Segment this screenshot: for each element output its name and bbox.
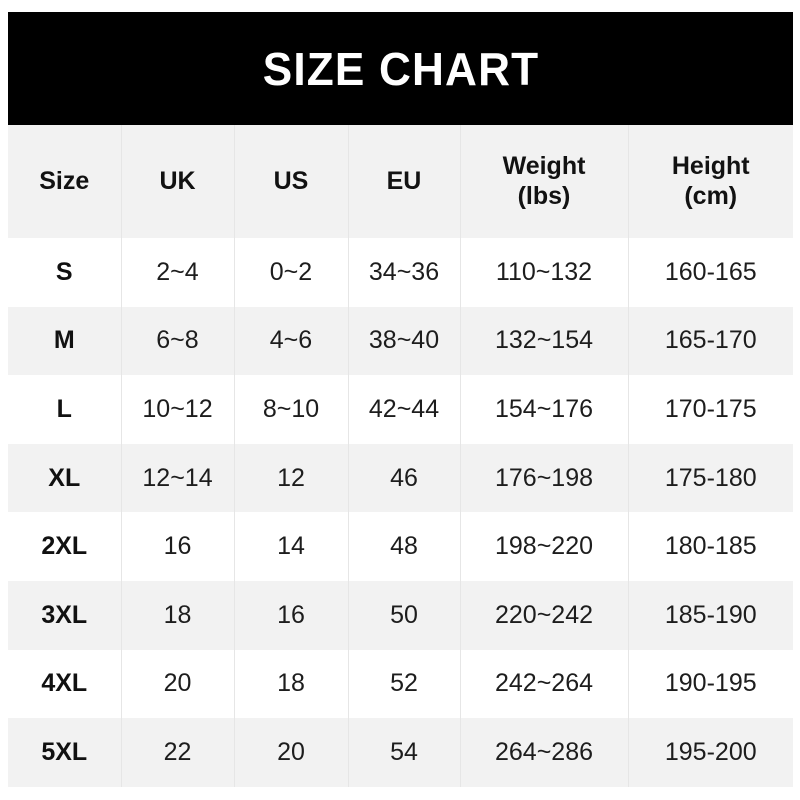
cell-height: 190-195 <box>664 669 757 698</box>
column-header-height-label: Height <box>671 152 750 180</box>
cell-height: 175-180 <box>664 463 757 492</box>
column-header-height: Height (cm) <box>628 125 793 238</box>
cell-uk: 12~14 <box>121 443 235 513</box>
cell-us: 16 <box>234 580 349 650</box>
table-row: S 2~4 0~2 34~36 110~132 160-165 <box>8 238 793 307</box>
cell-size: M <box>8 306 122 376</box>
cell-eu: 42~44 <box>348 375 461 444</box>
cell-size: S <box>8 238 122 307</box>
cell-weight: 110~132 <box>460 238 629 307</box>
table-body: S 2~4 0~2 34~36 110~132 160-165 M 6~8 4~… <box>8 238 793 787</box>
cell-us: 20 <box>234 718 349 787</box>
cell-uk: 16 <box>121 512 235 581</box>
cell-eu: 34~36 <box>348 238 461 307</box>
cell-weight: 132~154 <box>460 306 629 376</box>
cell-eu: 48 <box>348 512 461 581</box>
cell-us: 8~10 <box>234 375 349 444</box>
cell-height: 185-190 <box>664 600 757 629</box>
column-header-size-label: Size <box>39 166 90 195</box>
column-header-height-unit: (cm) <box>684 181 738 210</box>
cell-height: 195-200 <box>664 737 757 766</box>
cell-size: 2XL <box>8 512 122 581</box>
column-header-us-label: US <box>273 166 309 195</box>
size-chart-table: Size UK US EU Weight (lbs) Height (cm) <box>8 125 793 787</box>
cell-uk: 18 <box>121 580 235 650</box>
cell-uk: 2~4 <box>121 238 235 307</box>
cell-us: 4~6 <box>234 306 349 376</box>
table-row: L 10~12 8~10 42~44 154~176 170-175 <box>8 375 793 444</box>
cell-weight: 242~264 <box>460 649 629 719</box>
cell-height: 170-175 <box>664 394 757 423</box>
column-header-eu-label: EU <box>386 166 422 195</box>
column-header-uk: UK <box>121 125 235 238</box>
cell-size: XL <box>8 443 122 513</box>
cell-uk: 10~12 <box>121 375 235 444</box>
table-row: 4XL 20 18 52 242~264 190-195 <box>8 649 793 719</box>
column-header-weight-label: Weight <box>502 152 586 180</box>
cell-us: 18 <box>234 649 349 719</box>
cell-uk: 6~8 <box>121 306 235 376</box>
cell-height: 180-185 <box>664 532 757 561</box>
table-row: XL 12~14 12 46 176~198 175-180 <box>8 443 793 513</box>
cell-us: 14 <box>234 512 349 581</box>
cell-size: 4XL <box>8 649 122 719</box>
column-header-eu: EU <box>348 125 461 238</box>
cell-size: 5XL <box>8 718 122 787</box>
table-row: 3XL 18 16 50 220~242 185-190 <box>8 580 793 650</box>
table-header: Size UK US EU Weight (lbs) Height (cm) <box>8 125 793 238</box>
column-header-size: Size <box>8 125 122 238</box>
cell-size: L <box>8 375 122 444</box>
cell-weight: 220~242 <box>460 580 629 650</box>
cell-uk: 20 <box>121 649 235 719</box>
column-header-weight: Weight (lbs) <box>460 125 629 238</box>
table-row: 5XL 22 20 54 264~286 195-200 <box>8 718 793 787</box>
cell-uk: 22 <box>121 718 235 787</box>
cell-size: 3XL <box>8 580 122 650</box>
cell-us: 0~2 <box>234 238 349 307</box>
column-header-uk-label: UK <box>159 166 196 195</box>
title-banner: SIZE CHART <box>8 12 793 125</box>
table-row: M 6~8 4~6 38~40 132~154 165-170 <box>8 306 793 376</box>
cell-eu: 52 <box>348 649 461 719</box>
cell-height: 165-170 <box>664 326 757 355</box>
cell-eu: 38~40 <box>348 306 461 376</box>
cell-weight: 154~176 <box>460 375 629 444</box>
cell-eu: 50 <box>348 580 461 650</box>
table-row: 2XL 16 14 48 198~220 180-185 <box>8 512 793 581</box>
cell-weight: 176~198 <box>460 443 629 513</box>
cell-us: 12 <box>234 443 349 513</box>
cell-eu: 54 <box>348 718 461 787</box>
cell-height: 160-165 <box>664 257 757 286</box>
cell-weight: 198~220 <box>460 512 629 581</box>
cell-eu: 46 <box>348 443 461 513</box>
column-header-us: US <box>234 125 349 238</box>
table-header-row: Size UK US EU Weight (lbs) Height (cm) <box>8 125 793 238</box>
cell-weight: 264~286 <box>460 718 629 787</box>
column-header-weight-unit: (lbs) <box>517 181 571 210</box>
page-title: SIZE CHART <box>262 42 539 95</box>
